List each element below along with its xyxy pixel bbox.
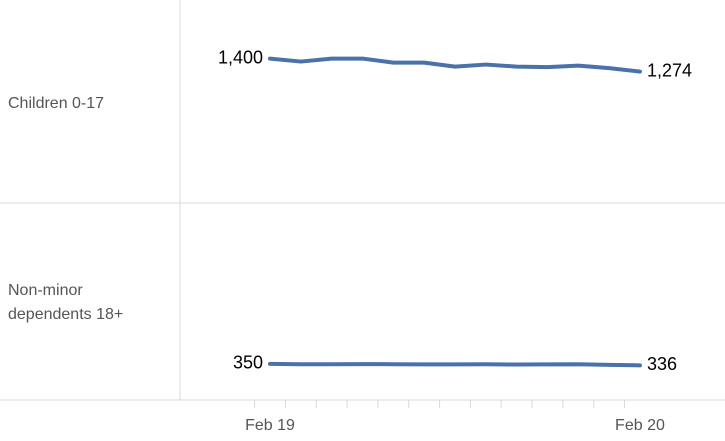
line (268, 56, 642, 74)
line (268, 361, 642, 368)
data-label: 1,400 (218, 47, 263, 67)
data-label: 1,274 (647, 60, 692, 80)
row-label: Non-minor dependents 18+ (8, 281, 124, 323)
row-label: Children 0-17 (8, 95, 105, 112)
x-tick-label: Feb 20 (615, 417, 665, 434)
data-label: 350 (233, 353, 263, 373)
x-tick-label: Feb 19 (245, 417, 295, 434)
data-label: 336 (647, 354, 677, 374)
